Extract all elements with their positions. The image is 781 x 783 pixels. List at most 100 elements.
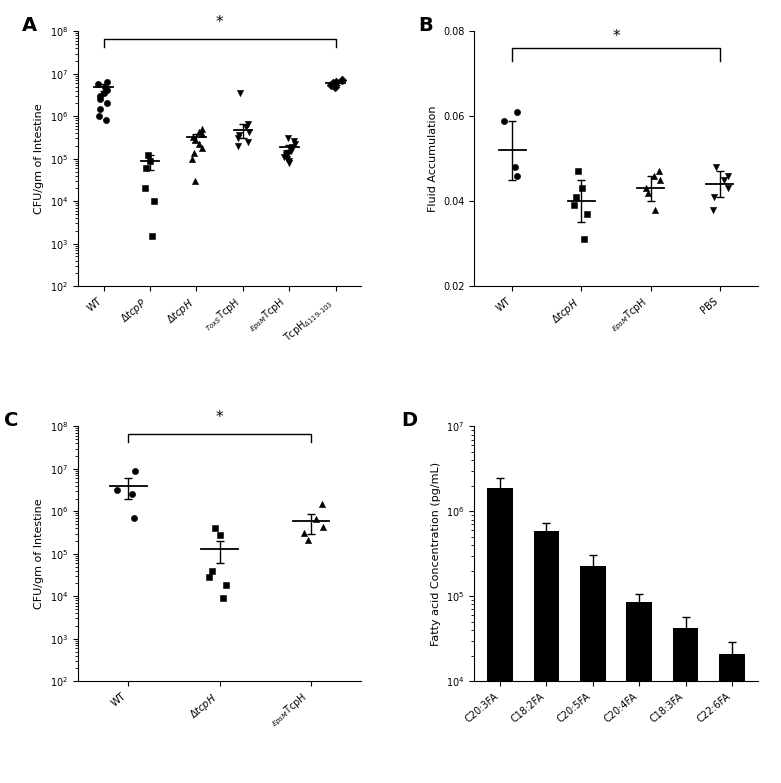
Point <box>286 141 298 153</box>
Point <box>187 131 199 143</box>
Bar <box>626 602 652 783</box>
Point <box>92 110 105 122</box>
Bar <box>580 565 605 783</box>
Point <box>140 162 152 175</box>
Point <box>324 78 337 91</box>
Point <box>326 77 339 89</box>
Point <box>220 579 233 592</box>
Point <box>330 75 343 88</box>
Point <box>640 182 652 195</box>
Point <box>128 511 141 524</box>
Point <box>129 464 141 477</box>
Point <box>653 165 665 178</box>
Point <box>231 139 244 152</box>
Point <box>569 191 582 204</box>
Point <box>94 90 106 103</box>
Text: D: D <box>401 411 417 430</box>
Point <box>234 87 247 99</box>
Point <box>188 146 201 159</box>
Point <box>101 75 113 88</box>
Point <box>196 128 209 140</box>
Bar <box>487 488 513 783</box>
Text: B: B <box>418 16 433 35</box>
Point <box>232 132 244 144</box>
Point <box>284 143 297 155</box>
Point <box>146 230 159 243</box>
Point <box>91 78 104 90</box>
Point <box>568 199 580 211</box>
Point <box>189 175 201 187</box>
Point <box>580 207 593 220</box>
Point <box>284 144 297 157</box>
Point <box>196 142 209 154</box>
Point <box>283 157 295 169</box>
Point <box>298 527 311 539</box>
Point <box>653 174 665 186</box>
Text: C: C <box>5 411 19 430</box>
Bar <box>673 628 698 783</box>
Point <box>508 161 521 174</box>
Point <box>240 121 252 134</box>
Y-axis label: Fluid Accumulation: Fluid Accumulation <box>428 106 437 212</box>
Point <box>233 128 245 141</box>
Point <box>242 126 255 139</box>
Point <box>707 204 719 216</box>
Point <box>576 182 588 195</box>
Point <box>497 114 510 127</box>
Point <box>280 153 293 165</box>
Y-axis label: Fatty acid Concentration (pg/mL): Fatty acid Concentration (pg/mL) <box>430 462 440 646</box>
Point <box>94 93 106 106</box>
Point <box>648 169 661 182</box>
Point <box>144 154 157 167</box>
Point <box>282 148 294 161</box>
Point <box>138 182 151 195</box>
Point <box>101 97 113 110</box>
Point <box>648 204 661 216</box>
Point <box>98 87 110 99</box>
Point <box>100 114 112 127</box>
Text: *: * <box>612 30 620 45</box>
Point <box>280 149 293 161</box>
Text: *: * <box>216 16 223 31</box>
Point <box>280 146 292 159</box>
Point <box>335 74 348 86</box>
Point <box>722 169 734 182</box>
Y-axis label: CFU/gm of Intestine: CFU/gm of Intestine <box>34 103 45 214</box>
Point <box>101 84 113 96</box>
Point <box>278 150 291 163</box>
Point <box>94 103 106 115</box>
Point <box>316 521 329 533</box>
Point <box>125 487 137 500</box>
Point <box>188 134 201 146</box>
Point <box>193 138 205 150</box>
Point <box>242 118 255 131</box>
Point <box>111 484 123 496</box>
Point <box>217 592 230 604</box>
Point <box>193 126 205 139</box>
Text: *: * <box>216 410 223 425</box>
Point <box>186 153 198 165</box>
Point <box>316 497 328 510</box>
Point <box>709 161 722 174</box>
Point <box>288 138 301 150</box>
Point <box>209 522 221 535</box>
Point <box>241 135 254 148</box>
Point <box>708 191 721 204</box>
Bar <box>533 532 559 783</box>
Point <box>301 534 314 547</box>
Point <box>642 186 654 199</box>
Text: A: A <box>22 16 37 35</box>
Point <box>282 132 294 145</box>
Point <box>141 149 154 161</box>
Point <box>572 165 584 178</box>
Point <box>309 513 322 525</box>
Point <box>206 565 219 577</box>
Point <box>511 169 523 182</box>
Point <box>99 81 112 93</box>
Point <box>196 123 209 135</box>
Point <box>719 174 731 186</box>
Point <box>722 182 735 195</box>
Point <box>329 81 341 93</box>
Point <box>214 529 226 541</box>
Point <box>148 195 160 207</box>
